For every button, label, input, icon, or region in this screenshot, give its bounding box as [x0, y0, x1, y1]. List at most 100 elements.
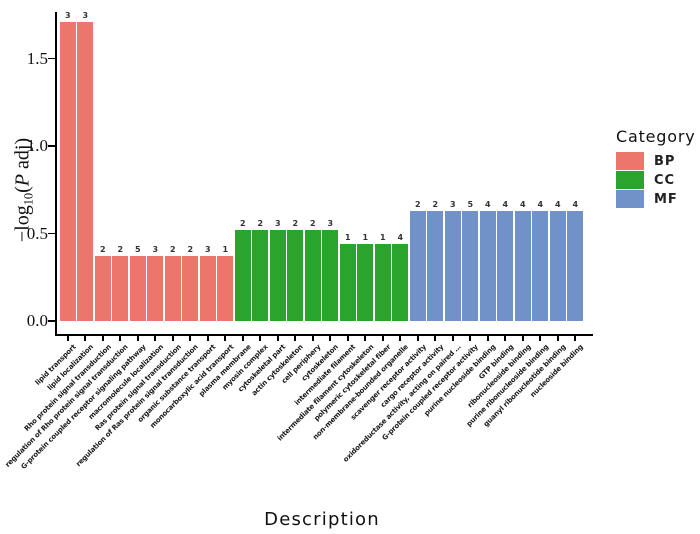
x-tick-mark	[469, 336, 472, 341]
bar-bp	[164, 256, 181, 321]
bar-count-label: 3	[82, 11, 89, 20]
y-tick-label: 1.0	[26, 136, 48, 155]
x-tick-mark	[416, 336, 419, 341]
x-tick-mark	[241, 336, 244, 341]
bar-count-label: 4	[537, 200, 544, 209]
bar-mf	[567, 211, 584, 321]
x-axis-line	[55, 334, 593, 337]
bar-count-label: 3	[152, 245, 159, 254]
bar-mf	[444, 211, 461, 321]
x-tick-mark	[119, 336, 122, 341]
y-tick-label: 1.5	[26, 48, 48, 68]
bar-count-label: 5	[467, 200, 474, 209]
x-tick-mark	[556, 336, 559, 341]
x-tick-mark	[311, 336, 314, 341]
x-tick-mark	[399, 336, 402, 341]
bar-count-label: 2	[309, 219, 316, 228]
legend-label: CC	[654, 172, 676, 188]
bar-mf	[479, 211, 496, 321]
bar-count-label: 1	[362, 233, 369, 242]
bar-bp	[129, 256, 146, 321]
bar-cc	[287, 230, 304, 321]
x-tick-mark	[101, 336, 104, 341]
x-tick-mark	[451, 336, 454, 341]
bar-count-label: 5	[134, 245, 141, 254]
legend-title: Category	[616, 127, 696, 146]
x-tick-mark	[381, 336, 384, 341]
x-tick-mark	[294, 336, 297, 341]
x-tick-mark	[206, 336, 209, 341]
y-tick-label: 0.5	[26, 223, 48, 243]
bar-bp	[217, 256, 234, 321]
y-tick-mark	[48, 320, 55, 322]
x-tick-mark	[539, 336, 542, 341]
y-tick-mark	[48, 57, 55, 60]
bar-count-label: 4	[554, 200, 561, 209]
bar-count-label: 2	[99, 245, 106, 254]
bar-count-label: 4	[484, 200, 491, 209]
bar-count-label: 2	[169, 245, 176, 254]
y-axis-title-paren: (	[11, 186, 34, 193]
bar-cc	[269, 230, 286, 321]
bar-cc	[357, 244, 374, 321]
y-axis-title-p: P	[11, 173, 34, 187]
y-tick-label: 0.0	[26, 311, 48, 330]
y-tick-mark	[48, 232, 55, 235]
legend-item-bp: BP	[616, 152, 696, 170]
bar-bp	[147, 256, 164, 321]
x-tick-mark	[171, 336, 174, 341]
x-tick-mark	[521, 336, 524, 341]
bar-count-label: 3	[274, 219, 281, 228]
x-tick-mark	[189, 336, 192, 341]
x-tick-mark	[84, 336, 87, 341]
x-tick-mark	[224, 336, 227, 341]
y-tick-mark	[48, 145, 55, 147]
legend-label: BP	[654, 153, 676, 169]
bar-mf	[549, 211, 566, 321]
bar-cc	[339, 244, 356, 321]
bar-count-label: 2	[292, 219, 299, 228]
x-tick-mark	[346, 336, 349, 341]
bar-cc	[322, 230, 339, 321]
bar-count-label: 2	[432, 200, 439, 209]
bar-count-label: 2	[239, 219, 246, 228]
x-tick-mark	[504, 336, 507, 341]
bar-count-label: 4	[397, 233, 404, 242]
bar-count-label: 2	[257, 219, 264, 228]
bar-cc	[252, 230, 269, 321]
bar-cc	[304, 230, 321, 321]
x-tick-mark	[136, 336, 139, 341]
bar-mf	[462, 211, 479, 321]
x-tick-mark	[259, 336, 262, 341]
legend-swatch-bp	[616, 152, 644, 170]
bar-cc	[392, 244, 409, 321]
bar-count-label: 4	[572, 200, 579, 209]
legend-swatch-mf	[616, 190, 644, 208]
bar-mf	[497, 211, 514, 321]
legend-item-cc: CC	[616, 171, 696, 189]
bar-count-label: 3	[449, 200, 456, 209]
bar-count-label: 3	[64, 11, 71, 20]
bar-count-label: 1	[344, 233, 351, 242]
x-axis-title: Description	[264, 509, 380, 530]
bar-bp	[77, 22, 94, 321]
legend-item-mf: MF	[616, 190, 696, 208]
x-tick-mark	[329, 336, 332, 341]
x-tick-mark	[574, 336, 577, 341]
bar-cc	[374, 244, 391, 321]
x-tick-mark	[486, 336, 489, 341]
bar-count-label: 4	[519, 200, 526, 209]
x-axis-label: regulation of Rho protein signal transdu…	[4, 343, 130, 469]
x-tick-mark	[154, 336, 157, 341]
x-tick-mark	[364, 336, 367, 341]
legend: Category BP CC MF	[616, 127, 696, 209]
legend-swatch-cc	[616, 171, 644, 189]
bar-count-label: 4	[502, 200, 509, 209]
bar-count-label: 2	[187, 245, 194, 254]
x-tick-mark	[434, 336, 437, 341]
bar-mf	[427, 211, 444, 321]
bar-bp	[199, 256, 216, 321]
bar-mf	[409, 211, 426, 321]
x-tick-mark	[276, 336, 279, 341]
